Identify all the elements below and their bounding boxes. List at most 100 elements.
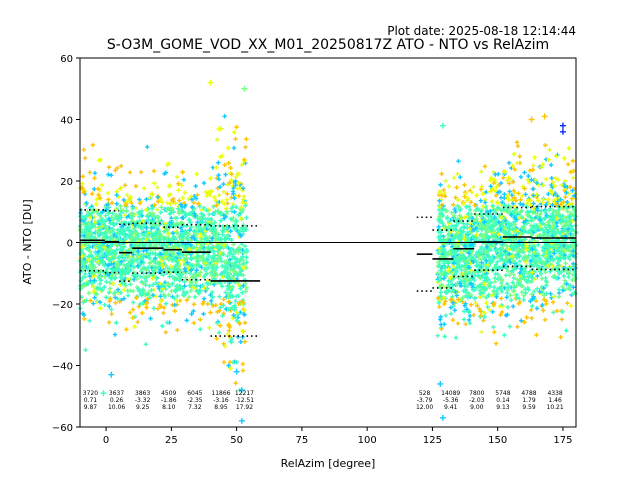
scatter-point (522, 170, 527, 175)
scatter-point (203, 216, 208, 222)
scatter-point (529, 303, 535, 309)
scatter-point (209, 290, 215, 295)
scatter-point (178, 202, 184, 207)
scatter-point (220, 153, 225, 159)
bin-stat-label: 12.00 (416, 404, 433, 411)
scatter-point (130, 307, 136, 312)
bin-stat-label: -5.36 (443, 397, 459, 404)
scatter-point (178, 225, 183, 231)
scatter-point (439, 122, 446, 129)
scatter-point (91, 283, 96, 289)
scatter-point (94, 252, 100, 257)
scatter-point (188, 288, 194, 294)
scatter-point (192, 228, 197, 234)
scatter-point (87, 170, 93, 175)
scatter-point (541, 293, 547, 298)
scatter-point (201, 311, 206, 317)
scatter-point (571, 285, 576, 290)
scatter-point (182, 266, 188, 272)
scatter-point (512, 222, 518, 227)
scatter-point (538, 271, 544, 277)
scatter-point (84, 213, 89, 219)
scatter-point (166, 281, 171, 286)
scatter-point (472, 277, 477, 283)
scatter-point (243, 144, 248, 150)
scatter-point (462, 182, 467, 188)
scatter-point (226, 306, 231, 312)
scatter-point (186, 231, 191, 236)
scatter-point (172, 308, 178, 314)
scatter-point (535, 286, 540, 291)
scatter-point (149, 192, 155, 197)
scatter-point (155, 185, 160, 190)
bin-stat-label: 12217 (235, 390, 254, 397)
scatter-point (490, 203, 495, 208)
bin-stat-label: -3.16 (213, 397, 229, 404)
scatter-point (206, 265, 211, 271)
scatter-point (114, 247, 120, 253)
scatter-point (530, 167, 536, 172)
scatter-point (209, 259, 214, 264)
scatter-point (97, 245, 103, 250)
scatter-point (174, 261, 180, 267)
scatter-point (81, 147, 86, 152)
scatter-point (144, 225, 149, 231)
scatter-point (187, 247, 193, 252)
scatter-point (158, 298, 164, 303)
y-tick-label: −20 (52, 300, 73, 311)
bin-stat-label: 4509 (161, 390, 176, 397)
scatter-point (543, 143, 548, 148)
scatter-point (505, 193, 511, 198)
scatter-point (227, 249, 232, 255)
y-tick-label: −60 (52, 423, 73, 434)
scatter-point (81, 190, 86, 195)
scatter-point (80, 174, 86, 179)
scatter-point (226, 276, 232, 281)
scatter-point (450, 317, 456, 323)
scatter-point (153, 251, 158, 257)
scatter-point (191, 200, 196, 205)
scatter-point (109, 307, 114, 312)
scatter-point (498, 195, 504, 200)
scatter-point (165, 162, 170, 168)
scatter-point (555, 260, 560, 266)
scatter-point (226, 160, 231, 166)
scatter-point (88, 270, 93, 275)
scatter-point (87, 274, 92, 279)
scatter-point (213, 260, 219, 266)
scatter-point (532, 155, 537, 160)
scatter-point (519, 318, 524, 323)
scatter-point (155, 306, 161, 311)
scatter-point (471, 313, 476, 318)
scatter-point (529, 307, 534, 313)
scatter-point (214, 229, 219, 235)
scatter-point (219, 199, 225, 204)
scatter-point (196, 272, 201, 277)
scatter-point (84, 200, 89, 206)
scatter-point (238, 256, 244, 262)
scatter-point (240, 247, 246, 253)
scatter-point (571, 175, 576, 180)
scatter-point (484, 258, 489, 264)
scatter-point (94, 292, 99, 297)
scatter-point (179, 215, 185, 220)
scatter-point (122, 244, 127, 250)
scatter-point (181, 177, 187, 182)
scatter-point (515, 143, 521, 149)
scatter-point (81, 260, 86, 265)
scatter-point (448, 305, 454, 310)
scatter-point (233, 182, 238, 188)
scatter-point (108, 221, 113, 226)
scatter-point (177, 287, 183, 292)
scatter-point (563, 261, 568, 266)
scatter-point (228, 165, 233, 171)
scatter-point (121, 287, 127, 293)
scatter-point (231, 186, 236, 191)
scatter-point (518, 209, 523, 214)
scatter-point (130, 315, 135, 320)
x-tick-label: 75 (296, 435, 309, 446)
scatter-point (84, 234, 90, 240)
scatter-point (224, 269, 230, 275)
scatter-point (122, 233, 127, 238)
scatter-point (149, 288, 154, 293)
